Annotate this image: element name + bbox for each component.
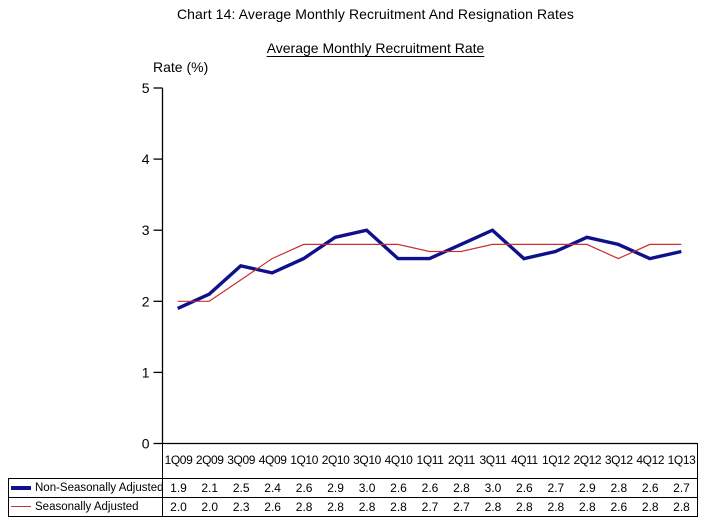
x-axis-label: 4Q09 [258, 453, 287, 468]
value-cell-non-seasonally-adjusted: 2.8 [445, 477, 478, 498]
x-axis-label: 2Q12 [573, 453, 602, 468]
value-cell-seasonally-adjusted: 2.8 [571, 496, 604, 517]
x-axis-label: 1Q12 [541, 453, 570, 468]
y-axis-title: Rate (%) [153, 59, 209, 75]
legend-line-sample [11, 505, 31, 508]
chart-title: Chart 14: Average Monthly Recruitment An… [176, 6, 575, 22]
non-seasonally-adjusted-line [177, 228, 682, 310]
value-cell-non-seasonally-adjusted: 1.9 [162, 477, 194, 498]
legend-label: Seasonally Adjusted [35, 500, 139, 513]
seasonally-adjusted-line [177, 243, 682, 302]
value-cell-seasonally-adjusted: 2.6 [603, 496, 635, 517]
x-axis-label: 1Q10 [290, 453, 318, 468]
value-cell-seasonally-adjusted: 2.8 [666, 496, 698, 517]
legend-line-sample [11, 485, 31, 490]
value-cell-non-seasonally-adjusted: 2.6 [414, 477, 446, 498]
x-axis-label: 4Q11 [510, 453, 538, 468]
chart-subtitle: Average Monthly Recruitment Rate [48, 40, 703, 56]
table-corner-cell [9, 443, 163, 478]
value-cell-non-seasonally-adjusted: 3.0 [351, 477, 383, 498]
value-cell-seasonally-adjusted: 2.7 [445, 496, 478, 517]
x-axis-label: 1Q09 [161, 443, 194, 478]
x-axis-label: 1Q13 [666, 443, 698, 478]
x-axis-label: 2Q10 [321, 453, 350, 468]
value-cell-seasonally-adjusted: 2.8 [508, 496, 541, 517]
value-cell-non-seasonally-adjusted: 2.6 [382, 477, 415, 498]
legend-item: Non-Seasonally Adjusted [9, 481, 164, 494]
line-plot: 0 1 2 3 4 5 [142, 80, 697, 452]
value-cell-non-seasonally-adjusted: 2.6 [508, 477, 541, 498]
value-cell-seasonally-adjusted: 2.8 [634, 496, 666, 517]
x-axis-label: 3Q12 [604, 453, 633, 468]
y-tick-label: 5 [142, 80, 150, 96]
legend-item: Seasonally Adjusted [9, 501, 162, 513]
value-cell-seasonally-adjusted: 2.3 [225, 496, 257, 517]
data-table: 1Q09 2Q09 3Q09 4Q09 1Q10 2Q10 3Q10 4Q10 1Q11 2Q11… [8, 443, 698, 517]
value-cell-seasonally-adjusted: 2.8 [382, 496, 415, 517]
value-cell-non-seasonally-adjusted: 2.6 [288, 477, 320, 498]
x-axis-label: 4Q12 [636, 453, 665, 468]
chart-subtitle-text: Average Monthly Recruitment Rate [266, 40, 485, 56]
x-axis-label: 3Q10 [353, 453, 381, 468]
value-cell-seasonally-adjusted: 2.6 [256, 496, 289, 517]
value-cell-seasonally-adjusted: 2.8 [540, 496, 572, 517]
value-cell-non-seasonally-adjusted: 2.8 [603, 477, 635, 498]
y-tick-label: 1 [142, 364, 150, 380]
value-cell-seasonally-adjusted: 2.0 [193, 496, 226, 517]
value-cell-seasonally-adjusted: 2.0 [162, 496, 194, 517]
legend-label: Non-Seasonally Adjusted [35, 481, 164, 494]
value-cell-seasonally-adjusted: 2.7 [414, 496, 446, 517]
value-cell-non-seasonally-adjusted: 3.0 [477, 477, 509, 498]
x-axis-label: 1Q11 [416, 453, 444, 468]
value-cell-non-seasonally-adjusted: 2.1 [193, 477, 226, 498]
x-axis-label: 2Q11 [448, 453, 475, 468]
value-cell-non-seasonally-adjusted: 2.9 [319, 477, 352, 498]
value-cell-non-seasonally-adjusted: 2.9 [571, 477, 604, 498]
value-cell-seasonally-adjusted: 2.8 [351, 496, 383, 517]
value-cell-non-seasonally-adjusted: 2.4 [256, 477, 289, 498]
x-axis-label: 3Q11 [479, 453, 507, 468]
value-cell-seasonally-adjusted: 2.8 [319, 496, 352, 517]
value-cell-seasonally-adjusted: 2.8 [477, 496, 509, 517]
y-tick-label: 2 [142, 293, 150, 309]
legend-cell-non-seasonally-adjusted: Non-Seasonally Adjusted [8, 477, 164, 498]
value-cell-non-seasonally-adjusted: 2.6 [634, 477, 666, 498]
y-tick-label: 3 [142, 222, 150, 238]
x-axis-label: 3Q09 [227, 453, 256, 468]
x-axis-label: 2Q09 [195, 453, 224, 468]
value-cell-non-seasonally-adjusted: 2.5 [225, 477, 257, 498]
value-cell-non-seasonally-adjusted: 2.7 [540, 477, 572, 498]
x-axis-label: 4Q10 [384, 453, 413, 468]
value-cell-non-seasonally-adjusted: 2.7 [666, 477, 698, 498]
legend-cell-seasonally-adjusted: Seasonally Adjusted [8, 496, 163, 517]
value-cell-seasonally-adjusted: 2.8 [288, 496, 320, 517]
y-tick-label: 0 [142, 436, 150, 452]
y-tick-label: 4 [142, 151, 150, 167]
